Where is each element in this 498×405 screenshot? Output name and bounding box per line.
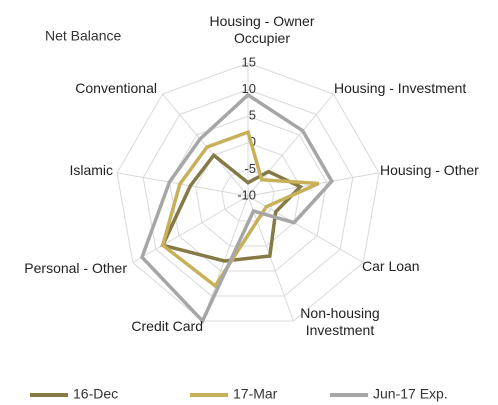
r-tick-label: 15 <box>242 54 256 69</box>
r-tick-label: 10 <box>242 81 256 96</box>
legend-label: 16-Dec <box>73 386 118 402</box>
series-line <box>160 129 320 289</box>
legend-label: 17-Mar <box>233 386 278 402</box>
spoke <box>247 195 294 322</box>
chart-title: Net Balance <box>45 28 121 44</box>
grid-ring <box>142 89 354 297</box>
grid-ring <box>116 62 380 322</box>
spoke <box>132 195 249 263</box>
category-label: Housing - Investment <box>334 80 467 96</box>
r-tick-label: -10 <box>237 187 256 202</box>
category-label: Housing - Other <box>380 162 479 178</box>
category-label: Credit Card <box>131 318 203 334</box>
series-line <box>140 92 334 325</box>
grid-ring <box>195 142 301 247</box>
spoke <box>202 195 249 322</box>
r-tick-label: 5 <box>249 108 256 123</box>
grid-ring <box>168 115 328 272</box>
series-line <box>160 152 304 263</box>
category-label: Car Loan <box>362 258 420 274</box>
category-label: Conventional <box>75 80 157 96</box>
r-tick-label: -5 <box>244 161 256 176</box>
legend-label: Jun-17 Exp. <box>373 386 448 402</box>
spoke <box>116 172 249 197</box>
spoke <box>162 93 249 197</box>
category-label: Non-housing Investment <box>300 305 380 338</box>
category-label: Islamic <box>69 162 113 178</box>
category-label: Housing - Owner Occupier <box>209 13 315 46</box>
category-label: Personal - Other <box>24 260 127 276</box>
